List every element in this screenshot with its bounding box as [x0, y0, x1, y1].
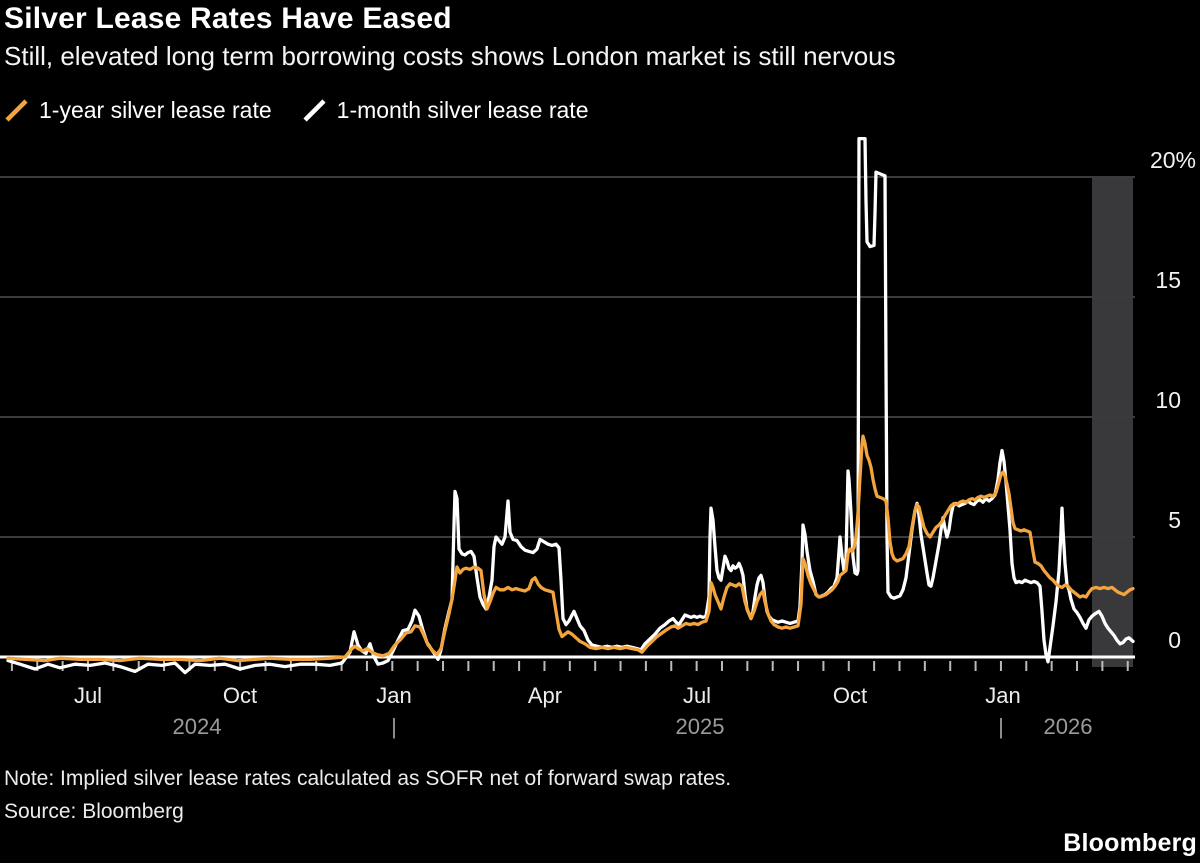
y-tick-label: 10	[1155, 387, 1181, 413]
source-text: Source: Bloomberg	[4, 800, 184, 823]
chart-svg: 20% 15 10 5 0 Jul Oct Jan Apr Jul Oct Jan 2024 2025 20…	[0, 136, 1196, 739]
footnotes: Note: Implied silver lease rates calcula…	[4, 762, 731, 828]
y-tick-label: 5	[1168, 507, 1181, 533]
x-month-label: Oct	[223, 683, 257, 708]
x-month-label: Oct	[833, 683, 867, 708]
chart-subtitle: Still, elevated long term borrowing cost…	[4, 41, 896, 71]
series-line	[6, 136, 1135, 675]
highlight-band	[1092, 177, 1133, 667]
white-slash-icon	[303, 99, 326, 122]
y-tick-label: 0	[1168, 627, 1181, 653]
year-separator: |	[998, 714, 1004, 739]
x-month-label: Jul	[74, 683, 102, 708]
year-separator: |	[391, 714, 397, 739]
legend-label-1-month: 1-month silver lease rate	[336, 97, 589, 123]
legend-item-1-month: 1-month silver lease rate	[302, 97, 589, 124]
y-tick-label: 20%	[1150, 147, 1196, 173]
x-year-label: 2026	[1044, 714, 1093, 739]
y-tick-label: 15	[1155, 267, 1181, 293]
series-line	[6, 434, 1135, 663]
legend: 1-year silver lease rate 1-month silver …	[4, 97, 589, 124]
legend-label-1-year: 1-year silver lease rate	[39, 97, 272, 123]
x-year-label: 2025	[676, 714, 725, 739]
x-month-label: Apr	[528, 683, 562, 708]
legend-item-1-year: 1-year silver lease rate	[4, 97, 272, 124]
page-title: Silver Lease Rates Have Eased	[4, 2, 452, 35]
orange-slash-icon	[5, 99, 28, 122]
x-month-label: Jan	[985, 683, 1020, 708]
x-month-label: Jul	[683, 683, 711, 708]
bloomberg-logo: Bloomberg	[1063, 829, 1197, 857]
x-year-label: 2024	[173, 714, 222, 739]
x-month-label: Jan	[376, 683, 411, 708]
note-text: Note: Implied silver lease rates calcula…	[4, 767, 732, 790]
